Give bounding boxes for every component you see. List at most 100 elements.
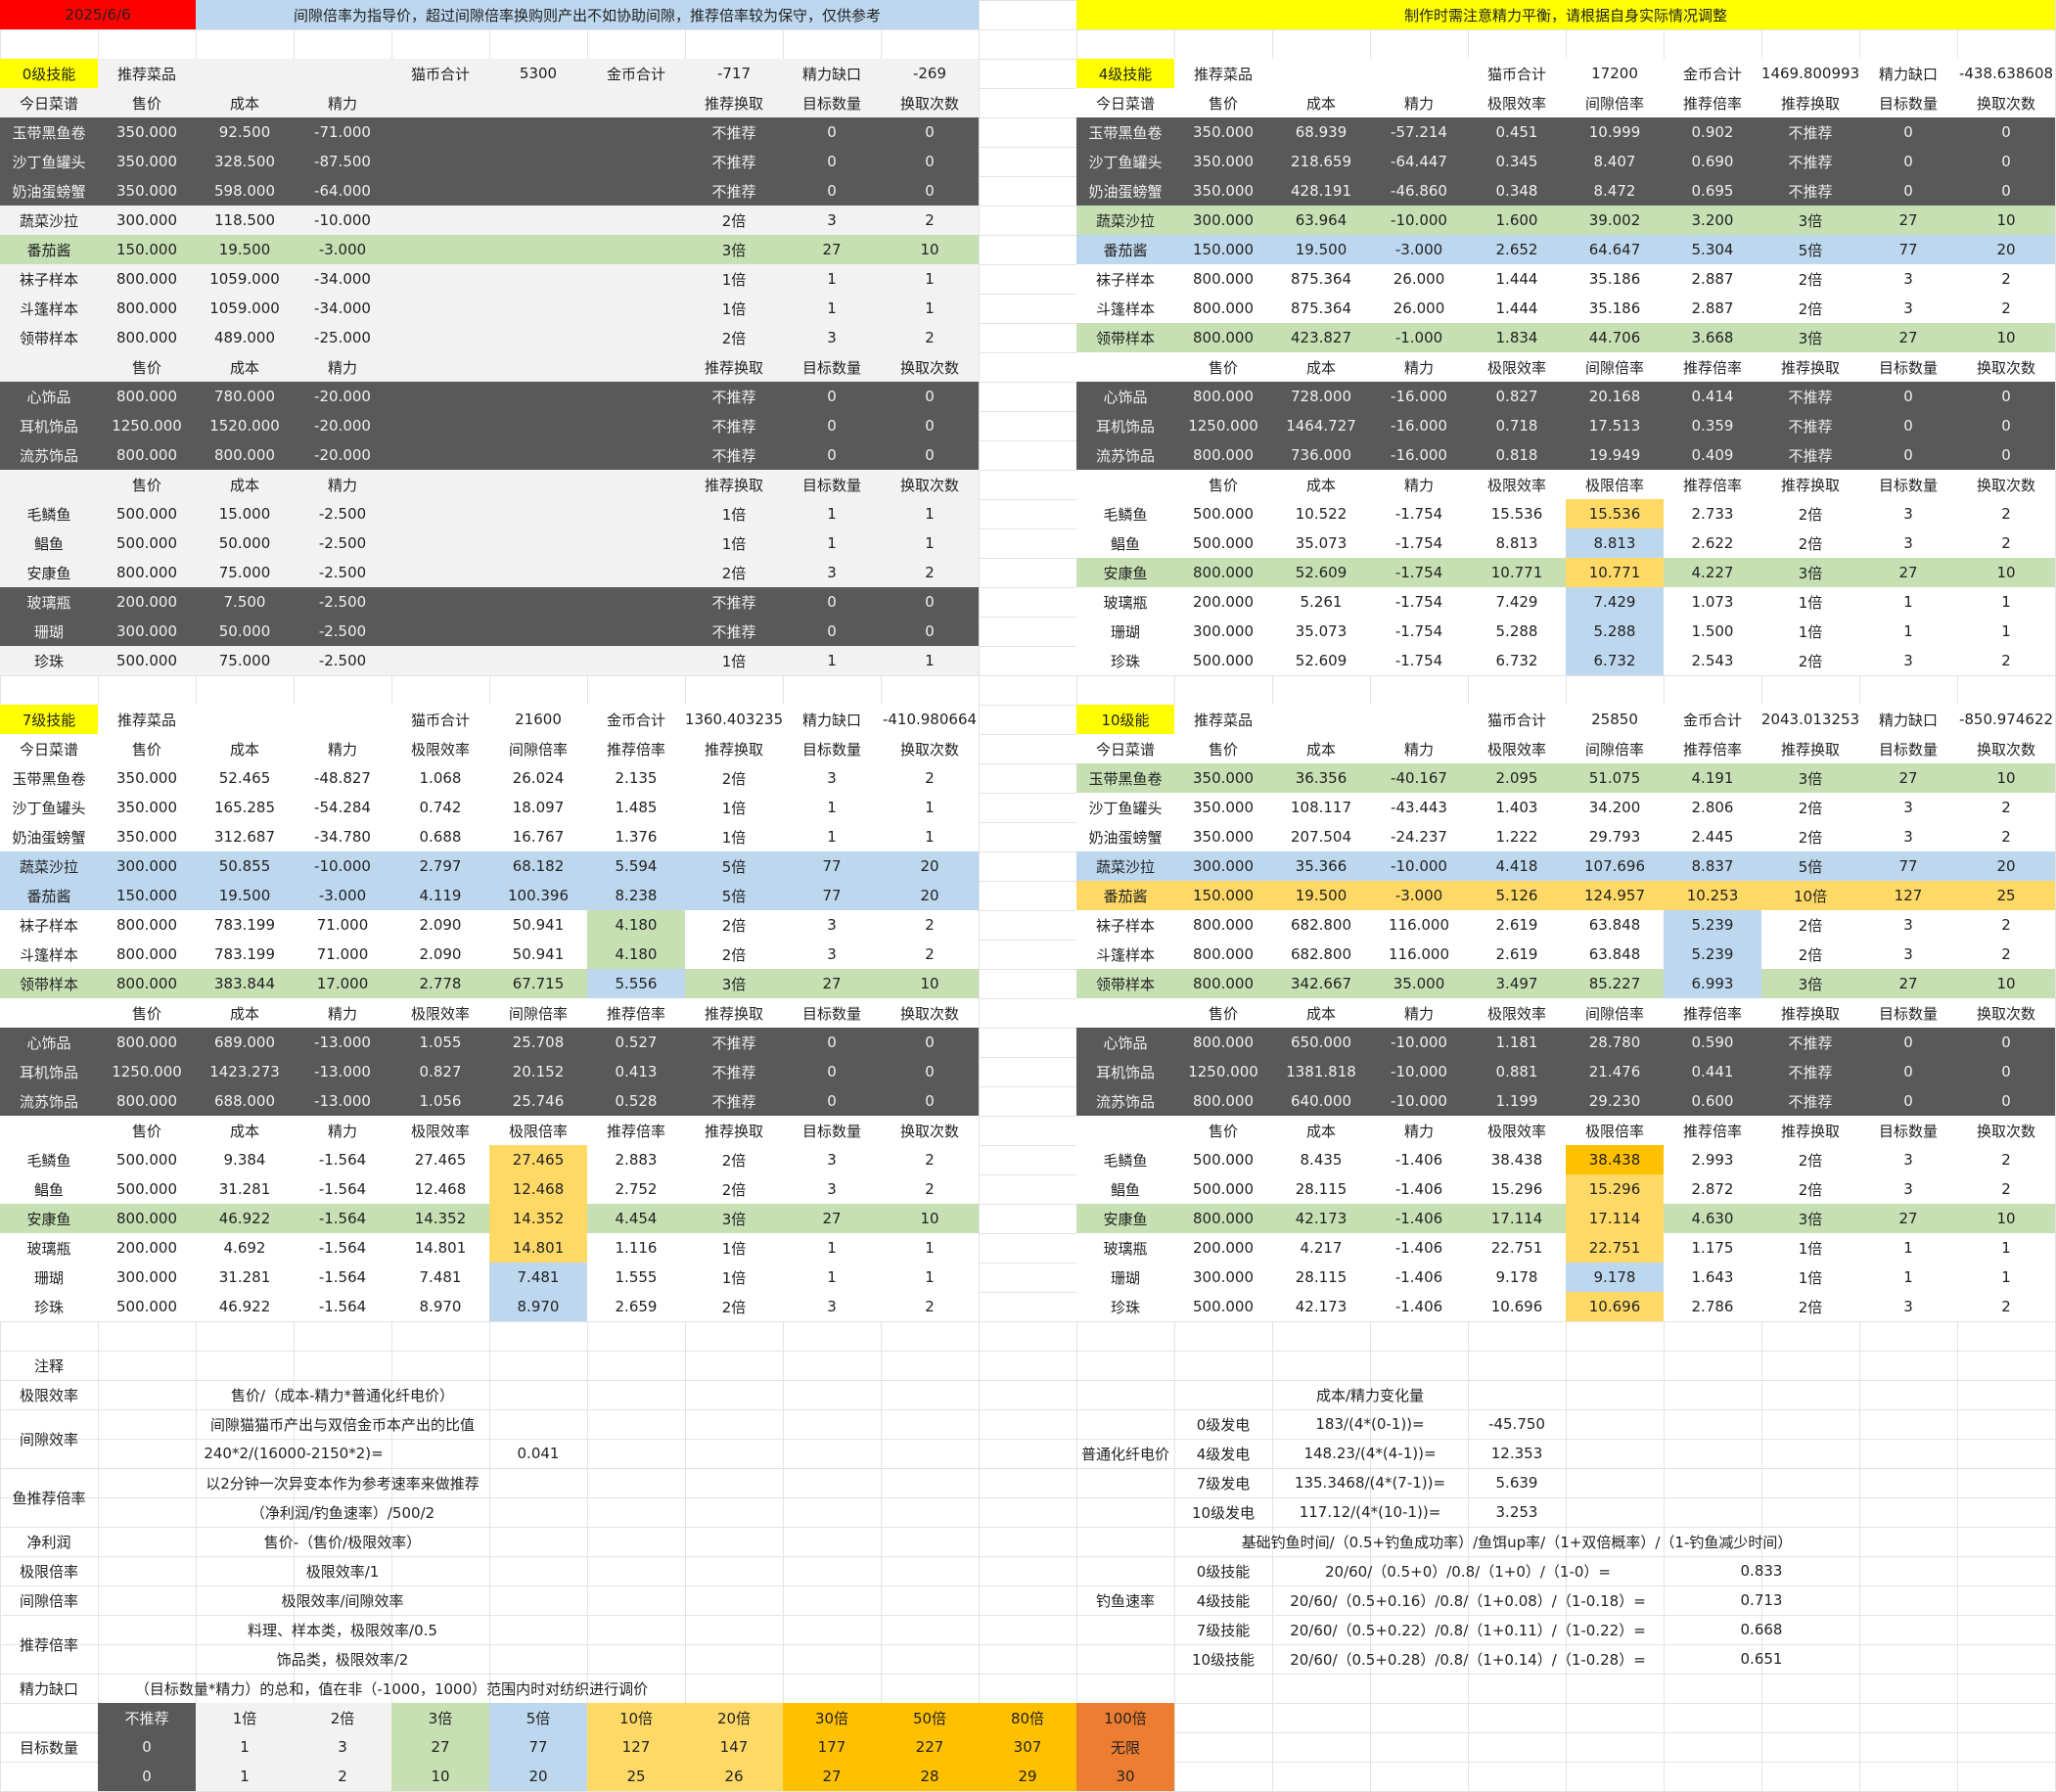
table-cell: 29.230: [1588, 1092, 1641, 1110]
row-fill: [0, 646, 979, 675]
table-cell: 1.199: [1495, 1092, 1538, 1110]
table-cell: 极限效率: [410, 1004, 470, 1023]
table-cell: 300.000: [1192, 857, 1255, 875]
table-cell: 5.261: [1300, 593, 1343, 611]
table-cell: 7.429: [1566, 587, 1664, 617]
target-cell: 100倍: [1076, 1703, 1174, 1732]
block-header: 猫币合计: [410, 711, 470, 729]
row-fill: [0, 411, 979, 440]
table-cell: 500.000: [115, 534, 178, 552]
table-cell: 换取次数: [899, 1004, 959, 1023]
table-cell: 200.000: [1192, 1239, 1255, 1257]
table-cell: 2: [925, 945, 935, 963]
target-cell: 0: [98, 1732, 196, 1762]
table-cell: 2.619: [1495, 945, 1538, 963]
table-cell: 0: [925, 622, 935, 640]
table-cell: 耳机饰品: [1095, 417, 1155, 436]
note-text: 12.353: [1490, 1445, 1543, 1462]
table-cell: 0: [1903, 153, 1913, 170]
table-cell: 350.000: [1192, 799, 1255, 816]
row-fill: [1076, 264, 2055, 294]
table-cell: 500.000: [1192, 1180, 1255, 1198]
table-cell: 珍珠: [1110, 1298, 1140, 1316]
table-cell: 0: [2001, 1092, 2011, 1110]
table-cell: 165.285: [213, 799, 276, 816]
table-cell: 安康鱼: [1103, 1210, 1148, 1228]
table-cell: -1.754: [1394, 593, 1443, 611]
table-cell: 不推荐: [711, 446, 756, 465]
row-fill: [0, 881, 979, 910]
table-cell: 1: [827, 270, 837, 288]
table-cell: 不推荐: [711, 388, 756, 406]
note-text: 10级技能: [1191, 1650, 1256, 1669]
table-cell: 12.468: [489, 1174, 587, 1204]
table-cell: 1.222: [1495, 828, 1538, 846]
table-cell: 毛鳞鱼: [26, 505, 71, 524]
table-cell: 不推荐: [711, 182, 756, 201]
table-cell: -10.000: [314, 857, 371, 875]
target-cell: 20: [489, 1762, 587, 1791]
table-cell: 350.000: [115, 123, 178, 141]
table-cell: 800.000: [115, 945, 178, 963]
table-cell: 换取次数: [1976, 1004, 2035, 1023]
table-cell: 3: [1903, 1151, 1913, 1169]
table-cell: 350.000: [115, 769, 178, 787]
table-cell: 17.000: [316, 975, 369, 992]
table-cell: 67.715: [512, 975, 565, 992]
table-cell: 1059.000: [209, 299, 280, 317]
table-cell: 1: [925, 505, 935, 523]
table-cell: 783.199: [213, 916, 276, 934]
table-cell: 1.376: [615, 828, 658, 846]
row-fill: [1076, 382, 2055, 411]
table-cell: 5倍: [721, 857, 747, 876]
table-cell: 推荐换取: [704, 94, 763, 113]
table-cell: 100.396: [507, 887, 570, 904]
table-cell: 推荐换取: [1780, 358, 1840, 377]
table-cell: 0.413: [615, 1063, 658, 1080]
table-cell: 21.476: [1588, 1063, 1641, 1080]
table-cell: 1.555: [615, 1268, 658, 1286]
table-cell: 2.135: [615, 769, 658, 787]
table-cell: 间隙倍率: [508, 740, 568, 758]
table-cell: 15.536: [1490, 505, 1543, 523]
table-cell: 领带样本: [1095, 975, 1155, 993]
table-cell: 斗篷样本: [19, 299, 78, 318]
table-cell: 3倍: [1798, 329, 1823, 347]
table-cell: 不推荐: [1788, 388, 1833, 406]
row-fill: [1076, 206, 2055, 235]
row-fill: [0, 59, 979, 88]
table-cell: 0.600: [1691, 1092, 1734, 1110]
table-cell: -2.500: [318, 652, 367, 669]
table-cell: 安康鱼: [1103, 564, 1148, 582]
table-cell: 14.352: [489, 1204, 587, 1233]
row-fill: [1076, 1057, 2055, 1086]
table-cell: 4.217: [1300, 1239, 1343, 1257]
block-header: 4级技能: [1076, 59, 1174, 88]
row-fill: [1076, 235, 2055, 264]
table-cell: 8.970: [419, 1298, 462, 1315]
table-cell: -1.564: [318, 1180, 367, 1198]
table-cell: 番茄酱: [1103, 241, 1148, 259]
table-cell: -3.000: [318, 241, 367, 258]
table-cell: 蔬菜沙拉: [1095, 857, 1155, 876]
table-cell: 7.481: [489, 1263, 587, 1292]
note-text: 20/60/（0.5+0.16）/0.8/（1+0.08）/（1-0.18）=: [1290, 1591, 1646, 1610]
table-cell: 27.465: [489, 1145, 587, 1174]
table-cell: 800.000: [1192, 299, 1255, 317]
table-cell: 22.751: [1566, 1233, 1664, 1263]
target-cell: 147: [685, 1732, 783, 1762]
note-text: 净利润: [26, 1533, 71, 1551]
row-fill: [1076, 734, 2055, 763]
table-cell: 15.536: [1566, 499, 1664, 528]
table-cell: 售价: [1208, 740, 1238, 758]
note-text: 0.668: [1740, 1621, 1783, 1638]
target-cell: 80倍: [979, 1703, 1076, 1732]
table-cell: 2: [2001, 916, 2011, 934]
table-cell: 心饰品: [26, 388, 71, 406]
target-cell: 1: [196, 1732, 294, 1762]
row-fill: [1076, 793, 2055, 822]
table-cell: 换取次数: [1976, 1122, 2035, 1140]
table-cell: 2: [2001, 828, 2011, 846]
table-cell: 2.806: [1691, 799, 1734, 816]
table-cell: 奶油蛋螃蟹: [12, 828, 86, 847]
